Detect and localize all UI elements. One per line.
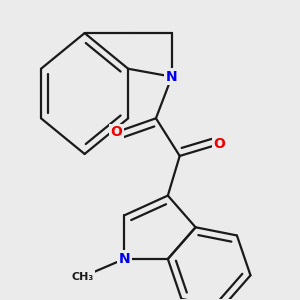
Text: N: N (118, 252, 130, 266)
Text: CH₃: CH₃ (71, 272, 94, 282)
Text: N: N (166, 70, 178, 84)
Text: O: O (110, 125, 122, 139)
Text: O: O (213, 137, 225, 151)
